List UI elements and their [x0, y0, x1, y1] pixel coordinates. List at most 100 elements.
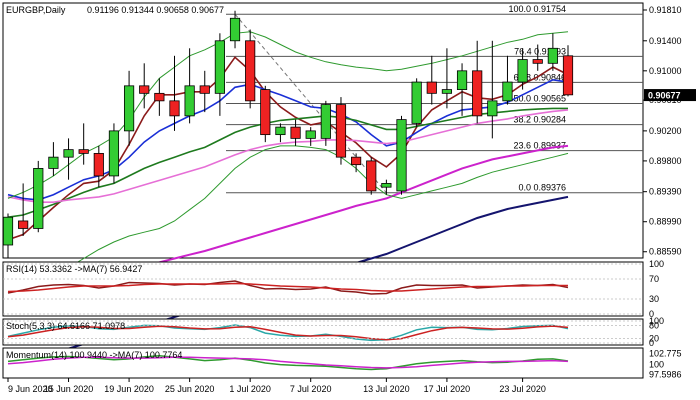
- candle[interactable]: [63, 138, 74, 180]
- candle[interactable]: [154, 78, 165, 116]
- indicator-tick-label: 0: [649, 338, 654, 348]
- candle-body: [351, 156, 362, 166]
- price-tick-label: 0.91810: [649, 5, 682, 15]
- candle-body: [123, 85, 135, 132]
- candle[interactable]: [275, 123, 286, 143]
- stoch-label: Stoch(5,3,3) 64.6166 71.0978: [6, 321, 125, 331]
- indicator-tick-label: 20: [649, 334, 659, 344]
- candle[interactable]: [335, 97, 347, 165]
- candle[interactable]: [517, 48, 528, 90]
- candle[interactable]: [33, 160, 44, 233]
- candle[interactable]: [366, 157, 377, 195]
- candle[interactable]: [290, 119, 301, 146]
- candle-body: [214, 40, 225, 94]
- price-tick-label: 0.91000: [649, 66, 682, 76]
- candle[interactable]: [93, 145, 104, 188]
- candle[interactable]: [532, 44, 543, 71]
- candle-body: [320, 104, 331, 139]
- candle[interactable]: [456, 63, 468, 116]
- candle[interactable]: [199, 70, 210, 113]
- rsi-panel[interactable]: 100 70 30 0 RSI(14) 53.3362 ->MA(7) 56.9427: [2, 259, 664, 319]
- fibonacci-levels: 100.0 0.91754 76.4 0.91193 61.8 0.90846 50.…: [226, 4, 643, 194]
- indicator-tick-label: 100: [649, 259, 664, 269]
- overlay-line: [7, 109, 569, 203]
- current-price-label: 0.90677: [648, 91, 681, 101]
- candle[interactable]: [18, 183, 29, 236]
- candle-body: [229, 17, 241, 42]
- fib-level-label: 50.0 0.90565: [513, 93, 566, 103]
- date-tick-label: 17 Jul 2020: [424, 384, 471, 394]
- date-tick-label: 13 Jul 2020: [363, 384, 410, 394]
- candle[interactable]: [245, 29, 256, 109]
- fib-level-label: 38.2 0.90284: [513, 115, 566, 125]
- indicator-tick-label: 100: [649, 360, 664, 370]
- candle[interactable]: [411, 78, 422, 128]
- indicator-line: [7, 325, 569, 341]
- candle-body: [487, 100, 498, 117]
- candle-body: [441, 89, 453, 94]
- candle[interactable]: [2, 213, 14, 259]
- indicator-line: [7, 356, 569, 369]
- date-tick-label: 1 Jul 2020: [229, 384, 271, 394]
- price-tick-label: 0.89800: [649, 156, 682, 166]
- candle[interactable]: [78, 123, 89, 165]
- date-tick-label: 15 Jun 2020: [44, 384, 94, 394]
- date-tick-label: 9 Jun 2020: [8, 384, 53, 394]
- rsi-lines: [7, 280, 569, 295]
- candle[interactable]: [123, 70, 135, 146]
- fib-level-label: 0.0 0.89376: [518, 183, 566, 193]
- candle-body: [335, 104, 347, 158]
- date-tick-label: 7 Jul 2020: [290, 384, 332, 394]
- candle[interactable]: [184, 48, 195, 124]
- candlestick-series[interactable]: [2, 10, 574, 259]
- candle[interactable]: [305, 127, 316, 146]
- date-tick-label: 19 Jun 2020: [104, 384, 154, 394]
- fib-level-label: 61.8 0.90846: [513, 72, 566, 82]
- candle[interactable]: [562, 45, 574, 97]
- candle-body: [48, 156, 59, 169]
- indicator-tick-label: 102.775: [649, 348, 682, 358]
- candle-body: [139, 85, 150, 94]
- candle-body: [456, 70, 468, 90]
- candle[interactable]: [547, 33, 558, 71]
- candle-body: [275, 126, 286, 136]
- candle[interactable]: [472, 40, 483, 124]
- candle-body: [169, 100, 180, 117]
- candle[interactable]: [320, 100, 331, 146]
- candle[interactable]: [487, 40, 498, 139]
- candle[interactable]: [108, 123, 120, 184]
- candle[interactable]: [351, 153, 362, 173]
- overlay-line: [7, 31, 569, 199]
- momentum-lines: [7, 354, 569, 371]
- candle-body: [547, 47, 558, 64]
- candle-body: [93, 152, 104, 177]
- momentum-panel-border: [2, 347, 644, 379]
- candle[interactable]: [381, 179, 392, 195]
- candle-body: [33, 168, 44, 229]
- candle[interactable]: [229, 10, 241, 49]
- indicator-line: [7, 324, 569, 342]
- candle[interactable]: [169, 55, 180, 131]
- candle[interactable]: [48, 142, 59, 176]
- main-price-panel[interactable]: 100.0 0.91754 76.4 0.91193 61.8 0.90846 50.…: [2, 2, 696, 365]
- candle-body: [532, 59, 543, 64]
- indicator-tick-label: 70: [649, 274, 659, 284]
- candle[interactable]: [502, 55, 513, 105]
- candle[interactable]: [139, 63, 150, 109]
- price-tick-label: 0.88990: [649, 217, 682, 227]
- indicator-tick-label: 80: [649, 320, 659, 330]
- candle[interactable]: [396, 115, 407, 195]
- candle-body: [305, 130, 316, 139]
- candle[interactable]: [214, 33, 225, 116]
- momentum-label: Momentum(14) 100.9440 ->MA(7) 100.7764: [6, 350, 182, 360]
- candle-body: [426, 81, 437, 94]
- candle[interactable]: [441, 48, 453, 109]
- candle[interactable]: [260, 85, 271, 143]
- indicator-tick-label: 100: [649, 316, 664, 326]
- candle[interactable]: [426, 55, 437, 105]
